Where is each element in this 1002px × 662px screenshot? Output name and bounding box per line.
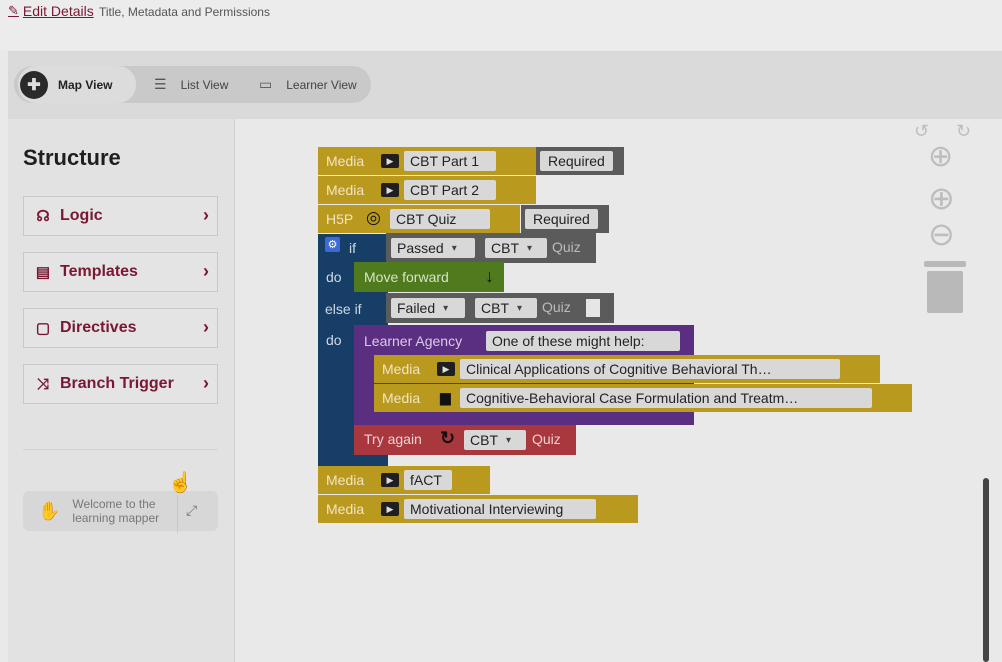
agency-message-field[interactable]: One of these might help: — [486, 331, 680, 351]
target-dropdown[interactable]: CBT — [464, 430, 526, 450]
condition-block[interactable]: Passed CBT Quiz — [386, 233, 596, 263]
blocks-workspace[interactable]: Media ▶ CBT Part 1 Required Media ▶ CBT … — [236, 119, 1002, 662]
pencil-icon: ✎ — [8, 3, 19, 18]
brain-icon: ☊ — [36, 208, 50, 225]
shuffle-icon: ⤨ — [36, 375, 49, 393]
target-dropdown[interactable]: CBT — [475, 298, 537, 318]
comment-icon: ▢ — [35, 320, 51, 337]
try-again-block[interactable]: Try again ↻ CBT Quiz — [354, 425, 576, 455]
required-block[interactable]: Required — [521, 205, 609, 233]
edit-details-subtitle: Title, Metadata and Permissions — [99, 5, 270, 19]
document-icon: ▆ — [440, 389, 451, 405]
zoom-out-icon[interactable]: ⊖ — [928, 216, 955, 252]
h5p-icon: ◎ — [366, 208, 381, 227]
status-dropdown[interactable]: Failed — [391, 298, 465, 318]
welcome-text: Welcome to the learning mapper — [72, 497, 160, 525]
video-play-icon: ▶ — [381, 473, 399, 487]
required-block[interactable]: Required — [536, 147, 624, 175]
media-block[interactable]: Media ▆ Cognitive-Behavioral Case Formul… — [374, 384, 912, 412]
welcome-separator — [177, 495, 178, 533]
chevron-right-icon: › — [203, 317, 209, 337]
zoom-in-icon[interactable]: ⊕ — [928, 180, 955, 216]
edit-details-link[interactable]: ✎ Edit Details — [8, 3, 94, 19]
undo-icon[interactable]: ↺ — [914, 121, 930, 141]
media-title-field[interactable]: CBT Part 2 — [404, 180, 496, 200]
media-block[interactable]: Media ▶ Clinical Applications of Cogniti… — [374, 355, 880, 383]
structure-sidebar: Structure ☊ Logic › ▤ Templates › ▢ Dire… — [8, 119, 235, 662]
waving-hand-icon: ✋ — [38, 501, 61, 521]
chevron-right-icon: › — [203, 373, 209, 393]
quiz-title-field[interactable]: CBT Quiz — [390, 209, 490, 229]
chevron-right-icon: › — [203, 261, 209, 281]
h5p-block[interactable]: H5P ◎ CBT Quiz — [318, 205, 520, 233]
structure-title: Structure — [23, 145, 121, 170]
video-play-icon: ▶ — [381, 502, 399, 516]
media-block[interactable]: Media ▶ CBT Part 1 — [318, 147, 536, 175]
video-play-icon: ▶ — [381, 183, 399, 197]
chevron-right-icon: › — [203, 205, 209, 225]
gear-icon[interactable]: ⚙ — [325, 237, 340, 252]
category-templates[interactable]: ▤ Templates › — [23, 252, 218, 292]
category-branch-trigger[interactable]: ⤨ Branch Trigger › — [23, 364, 218, 404]
view-switcher: ✚ Map View ☰ List View ▭ Learner View — [14, 66, 371, 103]
required-field: Required — [525, 209, 598, 229]
tab-map-view[interactable]: ✚ Map View — [18, 66, 136, 103]
media-block[interactable]: Media ▶ CBT Part 2 — [318, 176, 536, 204]
template-icon: ▤ — [35, 264, 51, 281]
welcome-panel[interactable]: ✋ Welcome to the learning mapper ⤢ — [23, 491, 218, 533]
empty-slot[interactable] — [586, 299, 600, 317]
condition-block[interactable]: Failed CBT Quiz — [386, 293, 614, 323]
category-directives[interactable]: ▢ Directives › — [23, 308, 218, 348]
media-block[interactable]: Media ▶ Motivational Interviewing — [318, 495, 638, 523]
sidebar-divider — [23, 449, 218, 450]
tab-list-view[interactable]: ☰ List View — [154, 76, 229, 92]
tab-learner-view[interactable]: ▭ Learner View — [259, 76, 357, 92]
puzzle-icon: ✚ — [20, 70, 48, 99]
hand-pointer-cursor-icon: ☝ — [168, 472, 193, 494]
workspace-scrollbar[interactable] — [983, 478, 989, 662]
list-icon: ☰ — [154, 76, 167, 92]
media-title-field[interactable]: Cognitive-Behavioral Case Formulation an… — [460, 388, 872, 408]
view-toolbar: ✚ Map View ☰ List View ▭ Learner View — [8, 51, 1002, 119]
status-dropdown[interactable]: Passed — [391, 238, 475, 258]
media-block[interactable]: Media ▶ fACT — [318, 466, 490, 494]
edit-details-label[interactable]: Edit Details — [22, 3, 94, 19]
video-play-icon: ▶ — [381, 154, 399, 168]
trash-icon[interactable] — [924, 261, 966, 313]
media-title-field[interactable]: CBT Part 1 — [404, 151, 496, 171]
media-title-field[interactable]: Motivational Interviewing — [404, 499, 596, 519]
redo-icon: ↻ — [440, 428, 456, 448]
category-logic[interactable]: ☊ Logic › — [23, 196, 218, 236]
required-field: Required — [540, 151, 613, 171]
arrow-down-icon: ↓ — [485, 266, 494, 286]
target-dropdown[interactable]: CBT — [485, 238, 547, 258]
redo-icon[interactable]: ↻ — [956, 121, 972, 141]
video-play-icon: ▶ — [437, 362, 455, 376]
move-forward-block[interactable]: Move forward ↓ — [354, 262, 504, 292]
monitor-icon: ▭ — [259, 76, 273, 92]
media-title-field[interactable]: Clinical Applications of Cognitive Behav… — [460, 359, 840, 379]
media-title-field[interactable]: fACT — [404, 470, 452, 490]
expand-icon[interactable]: ⤢ — [186, 502, 198, 518]
edit-details-bar: ✎ Edit Details Title, Metadata and Permi… — [0, 0, 1002, 50]
recenter-icon[interactable]: ⊕ — [928, 140, 954, 173]
